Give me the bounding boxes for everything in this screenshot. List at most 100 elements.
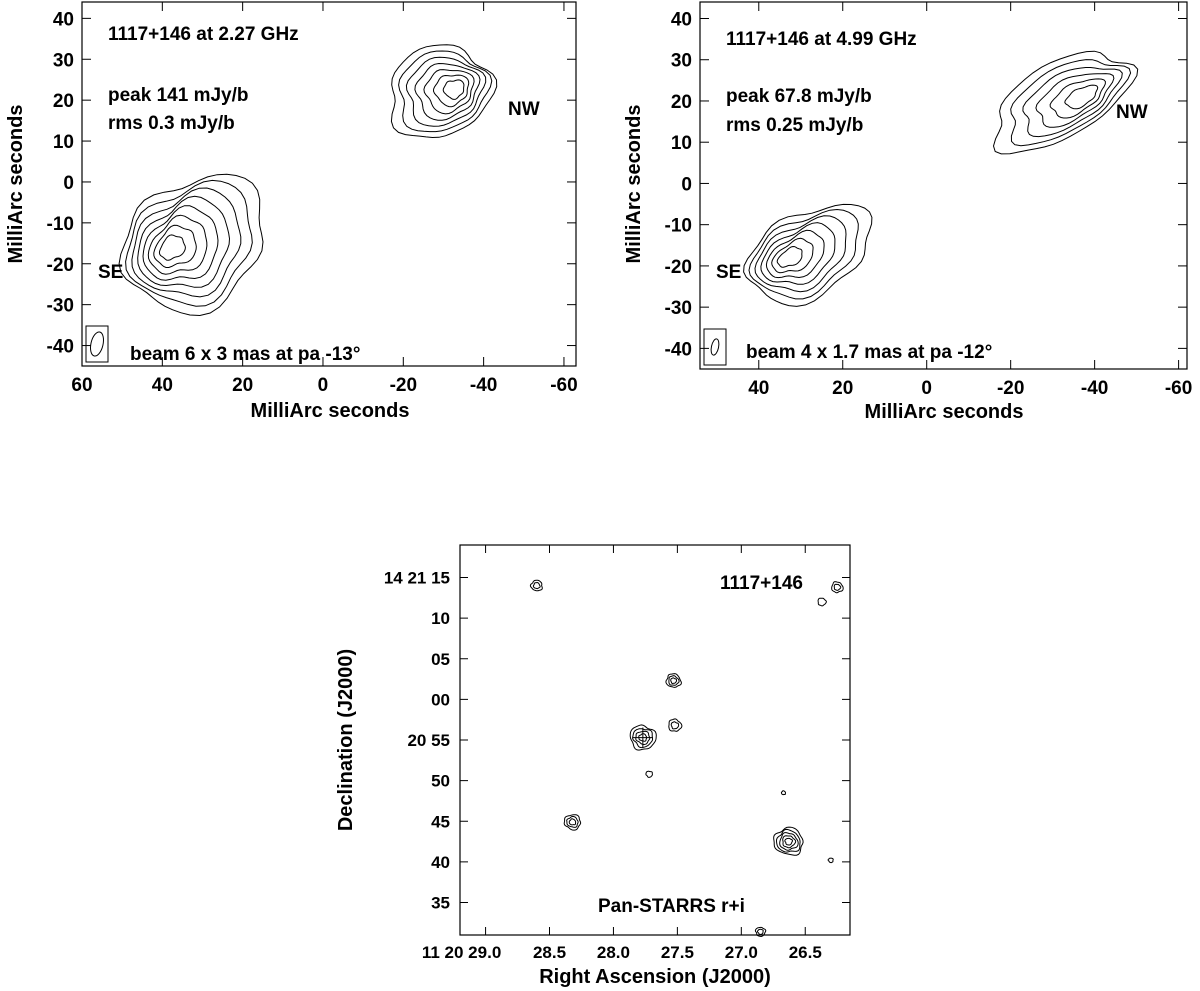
y-tick-label: 00 — [431, 690, 450, 709]
contour-level — [398, 50, 493, 133]
x-tick-label: 60 — [71, 375, 92, 396]
y-tick-label: 0 — [681, 174, 692, 195]
source-contour — [635, 730, 651, 746]
source-contour — [775, 828, 801, 853]
p2-xlabel: MilliArc seconds — [865, 401, 1024, 423]
x-tick-label: 27.5 — [661, 943, 694, 962]
x-tick-label: -20 — [390, 375, 417, 396]
contour-level — [423, 69, 475, 115]
y-tick-label: -40 — [47, 337, 74, 358]
y-tick-label: 14 21 15 — [384, 569, 450, 588]
contour-level — [771, 237, 814, 274]
p3-survey-label: Pan-STARRS r+i — [598, 896, 745, 917]
x-tick-label: 40 — [152, 375, 173, 396]
y-tick-label: 45 — [431, 812, 450, 831]
p1-peak: peak 141 mJy/b — [108, 85, 248, 106]
x-tick-label: 0 — [921, 378, 932, 399]
x-tick-label: 28.0 — [597, 943, 630, 962]
x-tick-label: 20 — [832, 378, 853, 399]
contour-level — [1010, 59, 1132, 147]
source-contour — [568, 818, 577, 826]
source-contour — [756, 928, 764, 936]
source-contour — [566, 816, 579, 828]
p1-label-nw: NW — [508, 99, 540, 120]
y-tick-label: 40 — [53, 9, 74, 30]
contour-level — [754, 215, 847, 293]
y-tick-label: 20 55 — [407, 731, 450, 750]
source-contour — [670, 677, 677, 685]
p1-rms: rms 0.3 mJy/b — [108, 113, 235, 134]
p1-ticks: 60 40 20 0 -20 -40 -60 40 30 20 10 0 -10 -20 -30 -40 — [47, 2, 578, 396]
panel-4-99ghz: 40 20 0 -20 -40 -60 40 30 20 10 0 -10 -20 -30 -40 1117… — [623, 1, 1192, 423]
beam-box — [85, 325, 109, 363]
source-contour — [782, 835, 797, 849]
y-tick-label: -40 — [665, 339, 692, 360]
x-tick-label: -40 — [470, 375, 497, 396]
p2-title: 1117+146 at 4.99 GHz — [726, 29, 917, 50]
source-contour — [665, 673, 682, 688]
y-tick-label: 20 — [53, 91, 74, 112]
y-tick-label: 40 — [671, 9, 692, 30]
p3-title: 1117+146 — [720, 573, 803, 594]
p3-ticks: 11 20 29.0 28.5 28.0 27.5 27.0 26.5 35 40 45 50 20… — [384, 545, 850, 962]
y-tick-label: 05 — [431, 650, 450, 669]
contour-level — [748, 208, 859, 300]
source-contour — [563, 814, 582, 831]
p2-label-nw: NW — [1116, 102, 1148, 123]
contour-level — [776, 245, 803, 268]
x-tick-label: -60 — [550, 375, 577, 396]
contour-level — [142, 205, 219, 281]
source-contour — [773, 826, 804, 856]
contour-level — [414, 62, 481, 121]
y-tick-label: 30 — [671, 51, 692, 72]
p1-label-se: SE — [98, 262, 123, 283]
source-contour — [817, 597, 827, 607]
contour-level — [125, 179, 253, 307]
y-tick-label: 50 — [431, 772, 450, 791]
p2-label-se: SE — [716, 262, 741, 283]
p1-beam-label: beam 6 x 3 mas at pa -13° — [130, 344, 360, 365]
p3-frame — [459, 544, 851, 936]
beam-ellipse — [710, 338, 720, 356]
p2-ylabel: MilliArc seconds — [623, 105, 645, 264]
source-contour — [632, 728, 654, 749]
beam-ellipse — [90, 331, 104, 357]
contour-level — [390, 44, 498, 139]
contour-level — [405, 56, 487, 127]
p2-beam-label: beam 4 x 1.7 mas at pa -12° — [746, 342, 992, 363]
contour-level — [118, 173, 264, 317]
source-contour — [668, 718, 683, 732]
contour-level — [432, 74, 470, 108]
x-tick-label: 11 20 29.0 — [422, 943, 501, 962]
source-contour — [784, 837, 794, 846]
contour-level — [131, 187, 242, 298]
p1-ylabel: MilliArc seconds — [5, 105, 27, 264]
source-contour — [629, 724, 657, 751]
p2-peak: peak 67.8 mJy/b — [726, 86, 872, 107]
source-contour — [779, 832, 799, 851]
contour-level — [147, 214, 208, 275]
y-tick-label: 40 — [431, 853, 450, 872]
beam-box — [703, 328, 727, 366]
source-contour — [638, 733, 648, 742]
contour-level — [992, 50, 1139, 155]
source-contour — [529, 579, 543, 592]
y-tick-label: -20 — [47, 255, 74, 276]
contour-level — [765, 229, 825, 279]
y-tick-label: 0 — [63, 173, 74, 194]
x-tick-label: 40 — [748, 378, 769, 399]
panel-2-27ghz: 60 40 20 0 -20 -40 -60 40 30 20 10 0 -10 -20 -30 -40 11… — [5, 1, 578, 422]
contour-level — [442, 79, 465, 100]
x-tick-label: 26.5 — [789, 943, 822, 962]
x-tick-label: -40 — [1081, 378, 1108, 399]
contour-level — [1022, 67, 1123, 138]
y-tick-label: -30 — [665, 298, 692, 319]
p1-title: 1117+146 at 2.27 GHz — [108, 24, 299, 45]
y-tick-label: 10 — [53, 132, 74, 153]
contour-level — [1049, 78, 1106, 119]
source-contour — [645, 770, 653, 778]
source-contour — [780, 790, 786, 796]
y-tick-label: 20 — [671, 92, 692, 113]
source-contour — [532, 581, 541, 590]
